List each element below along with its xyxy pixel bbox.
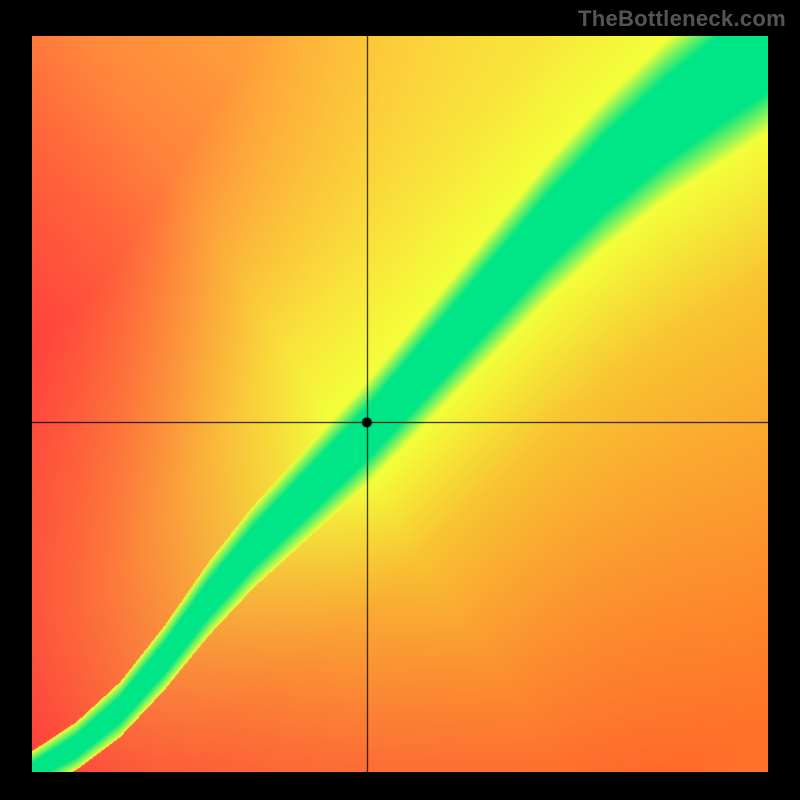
heatmap-canvas (32, 36, 768, 772)
chart-container: TheBottleneck.com (0, 0, 800, 800)
heatmap-plot (32, 36, 768, 772)
watermark-label: TheBottleneck.com (578, 6, 786, 32)
